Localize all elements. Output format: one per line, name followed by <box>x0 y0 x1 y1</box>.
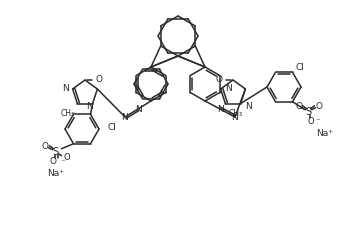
Text: O: O <box>295 102 302 111</box>
Text: Na⁺: Na⁺ <box>317 129 333 138</box>
Text: ⁻: ⁻ <box>316 117 320 126</box>
Text: S: S <box>306 107 312 117</box>
Text: O: O <box>95 75 102 85</box>
Text: N: N <box>217 105 223 114</box>
Text: O: O <box>216 75 223 85</box>
Text: O: O <box>315 102 322 111</box>
Text: Na⁺: Na⁺ <box>47 169 65 178</box>
Text: CH₃: CH₃ <box>60 108 74 118</box>
Text: O: O <box>64 153 70 162</box>
Text: O: O <box>50 157 57 166</box>
Text: N: N <box>225 85 231 94</box>
Text: N: N <box>135 105 141 114</box>
Text: N: N <box>122 113 129 121</box>
Text: N: N <box>86 102 92 111</box>
Text: ⁻: ⁻ <box>60 158 65 167</box>
Text: S: S <box>52 147 59 157</box>
Text: O: O <box>307 117 314 126</box>
Text: Cl: Cl <box>107 122 116 132</box>
Text: N: N <box>245 102 251 111</box>
Text: N: N <box>232 113 238 121</box>
Text: CH₃: CH₃ <box>228 108 242 118</box>
Text: N: N <box>62 85 69 94</box>
Text: O: O <box>42 142 49 151</box>
Text: Cl: Cl <box>296 63 305 72</box>
